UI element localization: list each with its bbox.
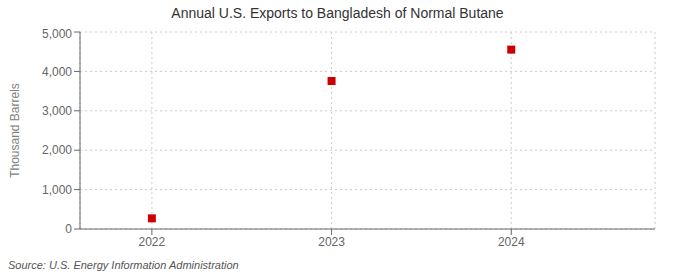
svg-text:4,000: 4,000 [42,65,72,79]
svg-text:5,000: 5,000 [42,27,72,41]
svg-text:3,000: 3,000 [42,104,72,118]
svg-text:2024: 2024 [498,235,525,249]
svg-text:2022: 2022 [139,235,166,249]
svg-text:2,000: 2,000 [42,143,72,157]
svg-text:0: 0 [65,222,72,236]
svg-text:2023: 2023 [318,235,345,249]
html-text:Annual U.S. Exports to Banglad: Annual U.S. Exports to Bangladesh of Nor… [171,5,504,21]
svg-text:1,000: 1,000 [42,183,72,197]
svg-text:Thousand Barrels: Thousand Barrels [8,83,22,178]
html-text:Source: U.S. Energy Informatio: Source: U.S. Energy Information Administ… [8,259,239,271]
